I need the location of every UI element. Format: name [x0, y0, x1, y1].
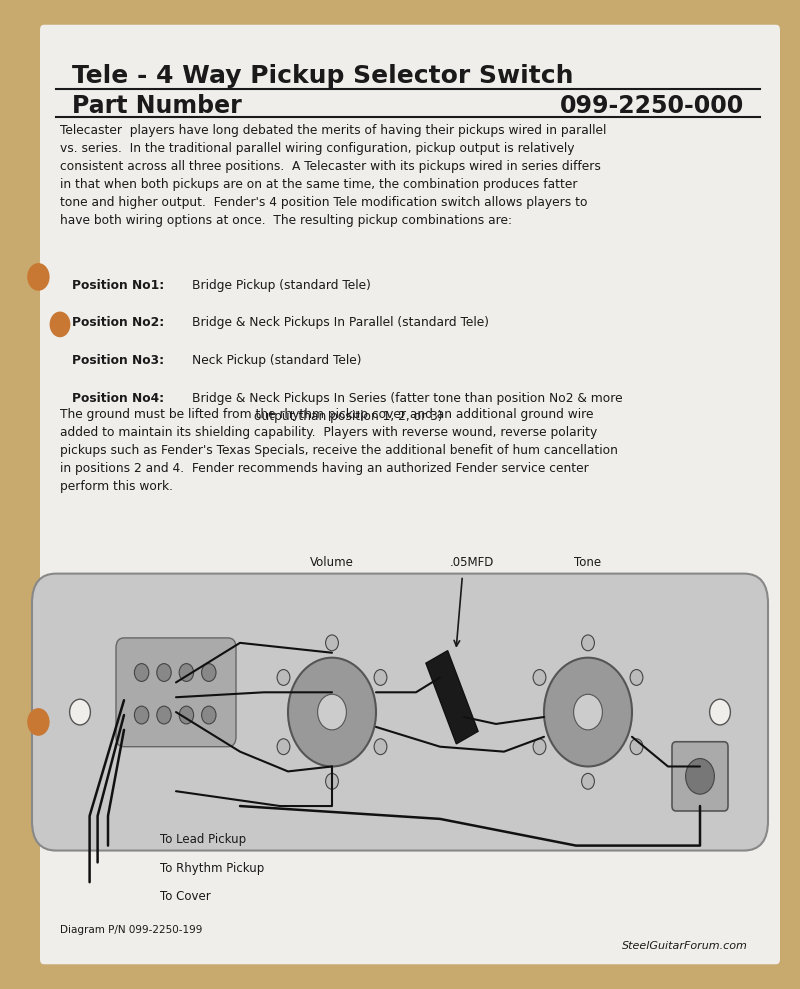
- Circle shape: [179, 664, 194, 681]
- Text: Diagram P/N 099-2250-199: Diagram P/N 099-2250-199: [60, 925, 202, 935]
- FancyBboxPatch shape: [672, 742, 728, 811]
- Text: SteelGuitarForum.com: SteelGuitarForum.com: [622, 942, 748, 951]
- Circle shape: [582, 773, 594, 789]
- Circle shape: [630, 670, 643, 685]
- Text: Tone: Tone: [574, 556, 602, 569]
- Text: Part Number: Part Number: [72, 94, 242, 118]
- Text: Volume: Volume: [310, 556, 354, 569]
- Circle shape: [27, 708, 50, 736]
- Circle shape: [157, 706, 171, 724]
- Circle shape: [533, 739, 546, 755]
- Circle shape: [630, 739, 643, 755]
- Circle shape: [277, 670, 290, 685]
- Text: Position No2:: Position No2:: [72, 316, 164, 329]
- Circle shape: [544, 658, 632, 766]
- Circle shape: [50, 312, 70, 337]
- Circle shape: [318, 694, 346, 730]
- Circle shape: [374, 670, 387, 685]
- Text: Position No3:: Position No3:: [72, 354, 164, 367]
- Circle shape: [326, 773, 338, 789]
- Circle shape: [374, 739, 387, 755]
- Text: Tele - 4 Way Pickup Selector Switch: Tele - 4 Way Pickup Selector Switch: [72, 64, 574, 88]
- Text: Neck Pickup (standard Tele): Neck Pickup (standard Tele): [192, 354, 362, 367]
- Circle shape: [70, 699, 90, 725]
- Text: Position No4:: Position No4:: [72, 392, 164, 405]
- Text: The ground must be lifted from the rhythm pickup cover and an additional ground : The ground must be lifted from the rhyth…: [60, 408, 618, 494]
- Polygon shape: [426, 651, 478, 744]
- FancyBboxPatch shape: [32, 574, 768, 851]
- FancyBboxPatch shape: [116, 638, 236, 747]
- Circle shape: [288, 658, 376, 766]
- Circle shape: [134, 706, 149, 724]
- Circle shape: [574, 694, 602, 730]
- Text: Bridge & Neck Pickups In Parallel (standard Tele): Bridge & Neck Pickups In Parallel (stand…: [192, 316, 489, 329]
- Circle shape: [277, 739, 290, 755]
- Circle shape: [157, 664, 171, 681]
- Text: Bridge Pickup (standard Tele): Bridge Pickup (standard Tele): [192, 279, 371, 292]
- Text: 099-2250-000: 099-2250-000: [560, 94, 744, 118]
- Circle shape: [326, 635, 338, 651]
- Text: .05MFD: .05MFD: [450, 556, 494, 569]
- Text: To Cover: To Cover: [160, 890, 210, 903]
- Circle shape: [582, 635, 594, 651]
- Text: Position No1:: Position No1:: [72, 279, 164, 292]
- Text: To Lead Pickup: To Lead Pickup: [160, 833, 246, 846]
- Circle shape: [533, 670, 546, 685]
- Circle shape: [710, 699, 730, 725]
- Circle shape: [27, 263, 50, 291]
- Circle shape: [134, 664, 149, 681]
- Circle shape: [202, 706, 216, 724]
- Circle shape: [202, 664, 216, 681]
- Text: Bridge & Neck Pickups In Series (fatter tone than position No2 & more
          : Bridge & Neck Pickups In Series (fatter …: [192, 392, 622, 422]
- Text: Telecaster  players have long debated the merits of having their pickups wired i: Telecaster players have long debated the…: [60, 124, 606, 226]
- Circle shape: [686, 759, 714, 794]
- Text: To Rhythm Pickup: To Rhythm Pickup: [160, 862, 264, 875]
- FancyBboxPatch shape: [40, 25, 780, 964]
- Circle shape: [179, 706, 194, 724]
